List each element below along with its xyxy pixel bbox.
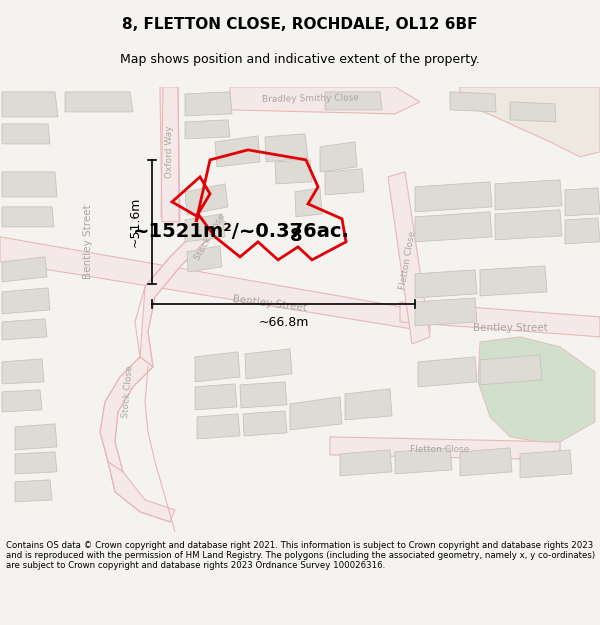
Polygon shape: [185, 184, 228, 215]
Polygon shape: [265, 134, 308, 162]
Polygon shape: [185, 92, 232, 116]
Text: Bentley Street: Bentley Street: [473, 323, 547, 333]
Polygon shape: [230, 87, 420, 114]
Text: Map shows position and indicative extent of the property.: Map shows position and indicative extent…: [120, 53, 480, 66]
Polygon shape: [2, 207, 54, 227]
Polygon shape: [480, 355, 542, 385]
Text: Bentley Street: Bentley Street: [83, 204, 93, 279]
Polygon shape: [0, 237, 430, 332]
Text: Fletton Close: Fletton Close: [398, 230, 418, 290]
Polygon shape: [100, 357, 153, 472]
Polygon shape: [495, 210, 562, 240]
Polygon shape: [187, 246, 222, 272]
Polygon shape: [197, 414, 240, 439]
Polygon shape: [2, 390, 42, 412]
Polygon shape: [2, 359, 44, 384]
Text: ~1521m²/~0.376ac.: ~1521m²/~0.376ac.: [133, 222, 350, 241]
Text: Oxford Way: Oxford Way: [166, 126, 175, 178]
Polygon shape: [460, 87, 600, 157]
Polygon shape: [290, 397, 342, 430]
Polygon shape: [185, 214, 225, 242]
Text: Stock Close: Stock Close: [193, 212, 227, 262]
Polygon shape: [450, 92, 496, 112]
Polygon shape: [243, 411, 287, 436]
Polygon shape: [415, 270, 477, 298]
Polygon shape: [345, 389, 392, 420]
Polygon shape: [418, 357, 477, 387]
Polygon shape: [65, 92, 133, 112]
Polygon shape: [415, 212, 492, 242]
Polygon shape: [275, 160, 312, 184]
Polygon shape: [415, 298, 477, 326]
Polygon shape: [2, 319, 47, 340]
Polygon shape: [565, 218, 600, 244]
Polygon shape: [320, 142, 357, 172]
Polygon shape: [2, 288, 50, 314]
Polygon shape: [2, 172, 57, 197]
Text: 8: 8: [290, 227, 302, 245]
Polygon shape: [15, 452, 57, 474]
Polygon shape: [245, 349, 292, 379]
Polygon shape: [478, 337, 595, 442]
Polygon shape: [330, 437, 560, 460]
Polygon shape: [195, 384, 237, 410]
Polygon shape: [185, 120, 230, 139]
Polygon shape: [295, 188, 322, 217]
Text: Stock Close: Stock Close: [121, 365, 135, 419]
Text: Bentley Street: Bentley Street: [232, 294, 308, 313]
Polygon shape: [2, 124, 50, 144]
Polygon shape: [510, 102, 556, 122]
Polygon shape: [325, 169, 364, 195]
Polygon shape: [565, 188, 600, 216]
Polygon shape: [160, 87, 180, 222]
Polygon shape: [140, 217, 230, 367]
Polygon shape: [340, 450, 392, 476]
Text: ~51.6m: ~51.6m: [129, 197, 142, 247]
Text: Contains OS data © Crown copyright and database right 2021. This information is : Contains OS data © Crown copyright and d…: [6, 541, 595, 571]
Polygon shape: [520, 450, 572, 478]
Polygon shape: [2, 92, 58, 117]
Polygon shape: [325, 92, 382, 110]
Polygon shape: [495, 180, 562, 210]
Text: Bradley Smithy Close: Bradley Smithy Close: [262, 94, 359, 104]
Polygon shape: [195, 352, 240, 382]
Polygon shape: [15, 424, 57, 450]
Polygon shape: [2, 257, 47, 282]
Text: 8, FLETTON CLOSE, ROCHDALE, OL12 6BF: 8, FLETTON CLOSE, ROCHDALE, OL12 6BF: [122, 17, 478, 32]
Polygon shape: [240, 382, 287, 408]
Text: Fletton Close: Fletton Close: [410, 446, 470, 454]
Polygon shape: [480, 266, 547, 296]
Polygon shape: [108, 462, 175, 522]
Polygon shape: [388, 172, 430, 344]
Polygon shape: [15, 480, 52, 502]
Polygon shape: [415, 182, 492, 212]
Text: ~66.8m: ~66.8m: [259, 316, 308, 329]
Polygon shape: [395, 448, 452, 474]
Polygon shape: [215, 136, 260, 167]
Polygon shape: [460, 448, 512, 476]
Polygon shape: [400, 302, 600, 337]
